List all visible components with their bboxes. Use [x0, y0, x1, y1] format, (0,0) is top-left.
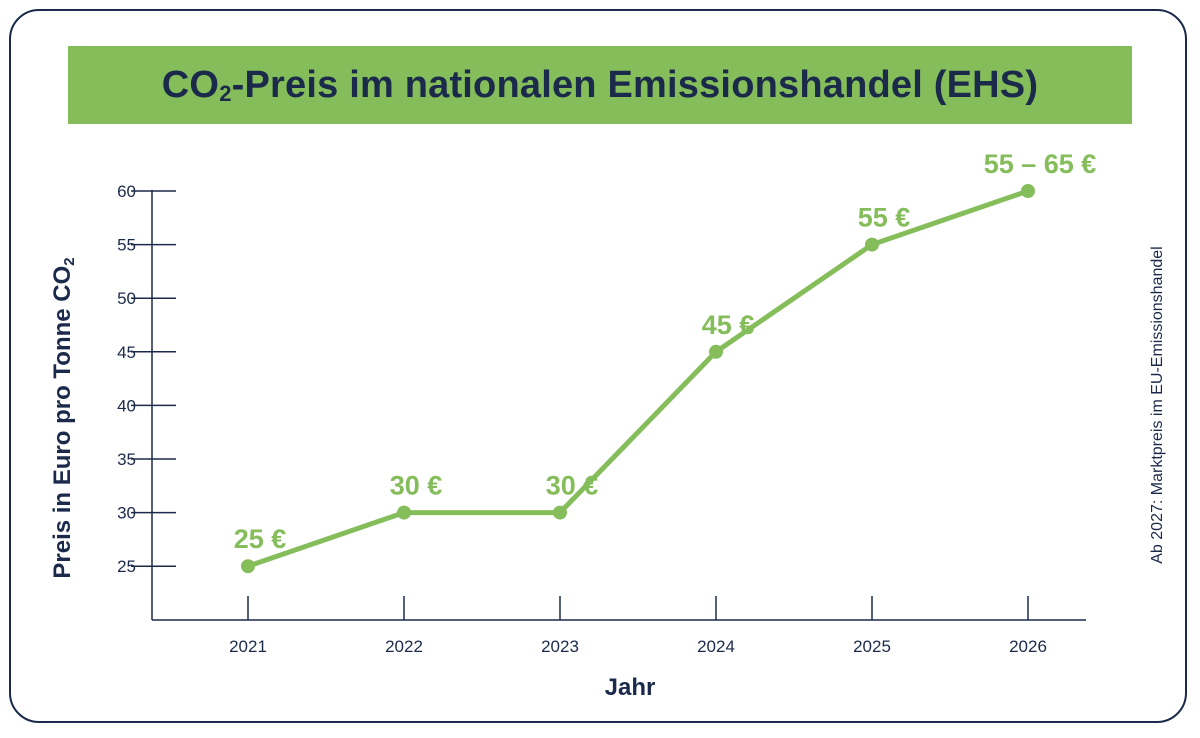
y-ticks: 25 30 35 40 45 50 55 60	[117, 182, 176, 576]
y-axis-title: Preis in Euro pro Tonne CO2	[49, 257, 78, 578]
y-axis-title-subscript: 2	[61, 257, 78, 265]
y-tick-label: 60	[117, 182, 136, 201]
data-label: 55 – 65 €	[984, 149, 1097, 179]
footnote: Ab 2027: Marktpreis im EU-Emissionshande…	[1149, 246, 1166, 563]
title-prefix: CO	[161, 63, 220, 106]
axes	[151, 190, 1086, 621]
x-tick-label: 2023	[541, 637, 579, 656]
data-labels: 25 € 30 € 30 € 45 € 55 € 55 – 65 €	[234, 149, 1097, 554]
data-point	[865, 237, 879, 252]
data-point	[241, 559, 255, 574]
data-point	[1021, 184, 1035, 198]
chart-frame	[9, 9, 1187, 723]
series-line	[245, 188, 1031, 569]
title-subscript: 2	[219, 80, 232, 106]
data-label: 45 €	[702, 310, 755, 340]
x-tick-label: 2024	[697, 637, 735, 656]
x-tick-label: 2021	[229, 637, 267, 656]
y-tick-label: 30	[117, 504, 136, 523]
data-point	[553, 505, 567, 520]
x-ticks: 2021 2022 2023 2024 2025 2026	[229, 596, 1047, 656]
x-tick-label: 2025	[853, 637, 891, 656]
x-tick-label: 2022	[385, 637, 423, 656]
x-tick-label: 2026	[1009, 637, 1047, 656]
data-label: 55 €	[858, 203, 911, 233]
data-point	[709, 344, 723, 359]
y-tick-label: 55	[117, 236, 136, 255]
data-label: 25 €	[234, 524, 287, 554]
y-tick-label: 35	[117, 450, 136, 469]
y-axis-title-main: Preis in Euro pro Tonne CO	[49, 266, 76, 579]
y-tick-label: 25	[117, 557, 136, 576]
data-points	[241, 184, 1035, 574]
x-axis-title: Jahr	[605, 674, 656, 701]
title-suffix: -Preis im nationalen Emissionshandel (EH…	[231, 63, 1039, 106]
y-tick-label: 50	[117, 289, 136, 308]
chart-title: CO2-Preis im nationalen Emissionshandel …	[162, 64, 1038, 107]
title-banner: CO2-Preis im nationalen Emissionshandel …	[68, 46, 1132, 124]
data-label: 30 €	[546, 471, 599, 501]
data-point	[397, 505, 411, 520]
data-label: 30 €	[390, 471, 443, 501]
y-tick-label: 45	[117, 343, 136, 362]
y-tick-label: 40	[117, 396, 136, 415]
